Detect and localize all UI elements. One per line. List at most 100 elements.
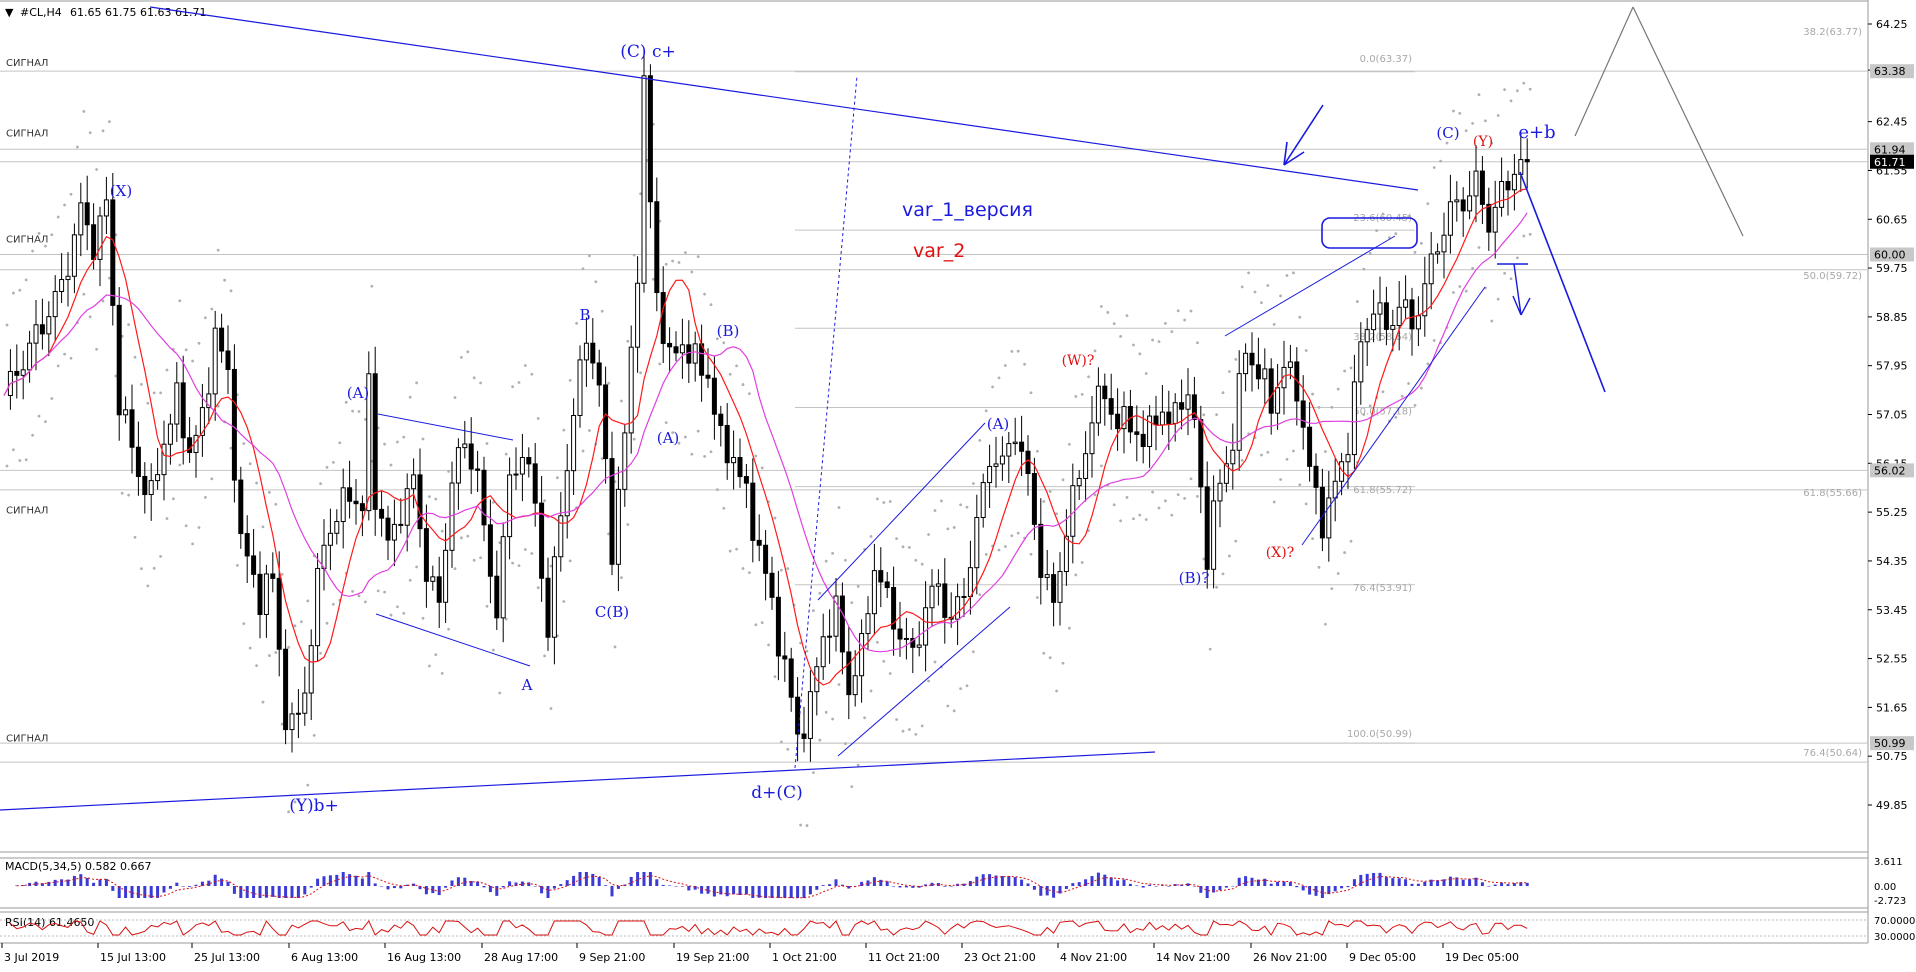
candle-body bbox=[545, 577, 551, 638]
envelope-dot bbox=[856, 763, 860, 767]
candle-body bbox=[103, 199, 109, 217]
envelope-dot bbox=[1522, 234, 1526, 238]
macd-bar bbox=[757, 886, 761, 898]
candle-body bbox=[1287, 361, 1293, 368]
macd-bar bbox=[290, 886, 294, 898]
envelope-dot bbox=[1164, 499, 1167, 503]
macd-bar bbox=[316, 878, 320, 886]
macd-bar bbox=[156, 886, 160, 898]
macd-bar bbox=[92, 882, 96, 886]
macd-bar bbox=[834, 879, 838, 886]
envelope-dot bbox=[306, 599, 310, 603]
envelope-dot bbox=[837, 506, 841, 509]
candle-body bbox=[903, 637, 909, 640]
envelope-dot bbox=[101, 299, 105, 303]
candle-body bbox=[123, 409, 129, 416]
envelope-dot bbox=[88, 131, 92, 135]
candle-body bbox=[161, 443, 167, 476]
candle-body bbox=[961, 595, 967, 598]
envelope-dot bbox=[1439, 159, 1442, 163]
envelope-dot bbox=[933, 660, 937, 664]
envelope-dot bbox=[396, 440, 399, 444]
envelope-dot bbox=[664, 262, 668, 266]
candle-body bbox=[769, 572, 775, 598]
wave-label: (Y) bbox=[1473, 134, 1493, 150]
envelope-dot bbox=[197, 526, 201, 529]
envelope-dot bbox=[1048, 656, 1052, 660]
envelope-dot bbox=[1336, 572, 1340, 575]
envelope-dot bbox=[799, 823, 802, 827]
envelope-dot bbox=[159, 554, 163, 558]
candle-body bbox=[1524, 159, 1530, 163]
envelope-dot bbox=[1138, 352, 1142, 356]
macd-bar bbox=[1372, 872, 1376, 886]
envelope-dot bbox=[562, 428, 566, 432]
candle-body bbox=[846, 651, 852, 696]
macd-bar bbox=[149, 886, 153, 898]
candle-body bbox=[974, 517, 980, 569]
macd-bar bbox=[104, 878, 108, 886]
macd-bar bbox=[194, 884, 198, 886]
candle-body bbox=[78, 202, 84, 236]
envelope-dot bbox=[1311, 537, 1314, 541]
macd-bar bbox=[488, 886, 492, 893]
candle-body bbox=[91, 224, 97, 260]
candle-body bbox=[1262, 368, 1268, 380]
arrow-down-left bbox=[1283, 104, 1324, 166]
macd-bar bbox=[117, 886, 121, 898]
envelope-dot bbox=[1061, 661, 1065, 665]
macd-bar bbox=[661, 884, 665, 886]
candle-body bbox=[487, 524, 493, 577]
candle-body bbox=[295, 712, 301, 715]
envelope-dot bbox=[255, 481, 258, 485]
envelope-dot bbox=[684, 435, 687, 439]
macd-bar bbox=[418, 886, 422, 890]
macd-bar bbox=[309, 886, 313, 888]
candle-body bbox=[1198, 419, 1204, 488]
envelope-dot bbox=[1196, 341, 1199, 345]
candle-body bbox=[827, 635, 833, 638]
macd-bar bbox=[328, 875, 332, 886]
envelope-dot bbox=[1464, 129, 1468, 133]
candle-body bbox=[558, 515, 564, 558]
macd-bar bbox=[732, 886, 736, 895]
envelope-dot bbox=[959, 503, 962, 507]
macd-bar bbox=[642, 872, 646, 886]
envelope-dot bbox=[773, 516, 777, 520]
envelope-dot bbox=[364, 600, 367, 604]
candle-body bbox=[391, 523, 397, 541]
envelope-dot bbox=[1093, 349, 1097, 353]
macd-bar bbox=[98, 879, 102, 886]
envelope-dot bbox=[402, 435, 406, 439]
candle-body bbox=[788, 658, 794, 698]
envelope-dot bbox=[575, 321, 578, 325]
candle-body bbox=[1473, 170, 1479, 197]
envelope-dot bbox=[1061, 478, 1065, 482]
candle-body bbox=[1217, 482, 1223, 502]
macd-bar bbox=[1269, 883, 1273, 886]
envelope-dot bbox=[1189, 477, 1193, 481]
candle-body bbox=[1505, 180, 1511, 191]
envelope-dot bbox=[997, 376, 1001, 380]
envelope-dot bbox=[440, 671, 444, 675]
candle-body bbox=[577, 359, 583, 416]
envelope-dot bbox=[1138, 513, 1142, 517]
envelope-dot bbox=[485, 604, 489, 608]
envelope-dot bbox=[197, 341, 201, 345]
macd-bar bbox=[1461, 879, 1465, 886]
candle-body bbox=[1223, 463, 1229, 484]
macd-bar bbox=[789, 886, 793, 898]
candle-body bbox=[801, 733, 807, 739]
macd-bar bbox=[1500, 882, 1504, 886]
envelope-dot bbox=[959, 687, 962, 691]
candle-body bbox=[206, 393, 212, 409]
envelope-dot bbox=[1362, 267, 1366, 271]
macd-bar bbox=[1429, 879, 1433, 886]
candle-body bbox=[443, 549, 449, 603]
candle-body bbox=[1499, 180, 1505, 208]
time-tick-label: 26 Nov 21:00 bbox=[1253, 951, 1327, 964]
macd-bar bbox=[1487, 886, 1491, 887]
candle-body bbox=[353, 500, 359, 505]
chart-header: ▼ #CL,H4 61.65 61.75 61.63 61.71 bbox=[5, 6, 206, 19]
macd-bar bbox=[674, 886, 678, 887]
